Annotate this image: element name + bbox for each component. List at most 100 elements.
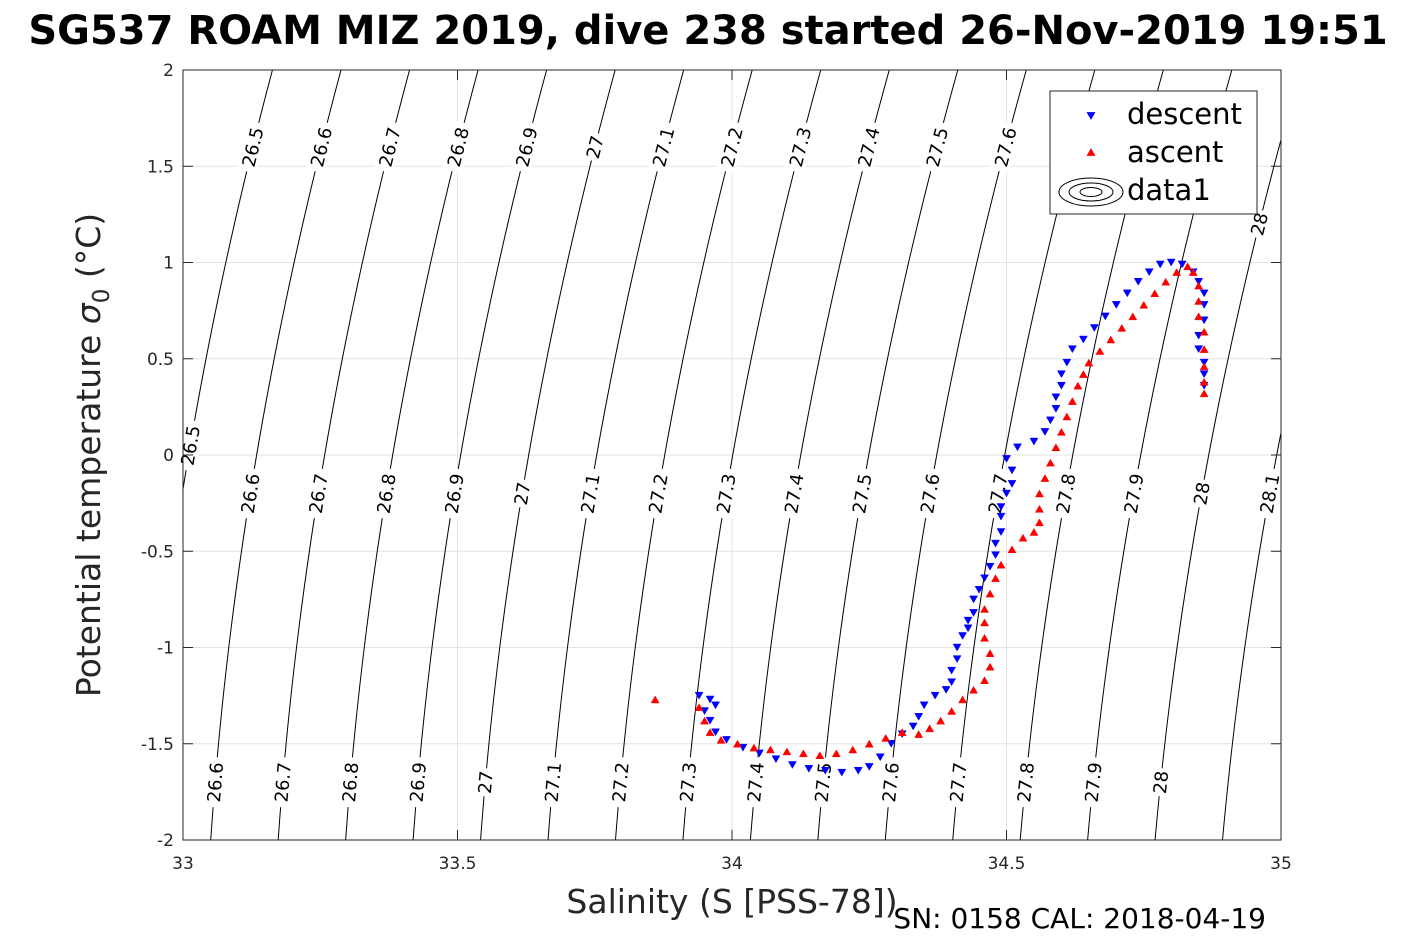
descent-point-51 <box>1056 381 1066 390</box>
isopycnal-4 <box>412 70 548 840</box>
isopycnal-label-group-3-4: 27 <box>509 478 535 509</box>
ascent-point-52 <box>1161 277 1171 286</box>
descent-point-52 <box>1056 370 1066 379</box>
isopycnal-label-group-4-4: 27 <box>474 767 498 798</box>
isopycnal-label-4-8: 27.4 <box>744 761 769 803</box>
x-tick-label-0: 33 <box>172 854 194 874</box>
y-tick-label-4: 0 <box>163 446 174 466</box>
descent-point-40 <box>996 503 1006 511</box>
isopycnal-label-bg-3-12 <box>1051 467 1080 520</box>
isopycnal-label-4-5: 27.1 <box>542 761 567 803</box>
descent-point-49 <box>1051 405 1061 413</box>
descent-point-50 <box>1051 393 1061 402</box>
tick-labels: 33 33.5 34 34.5 35 -2 -1.5 -1 -0.5 0 0.5 1 1.5 2 <box>141 61 1292 874</box>
descent-point-54 <box>1067 345 1077 354</box>
descent-point-48 <box>1045 416 1055 425</box>
isopycnal-label-group-4-9: 27.5 <box>810 756 836 809</box>
ascent-point-45 <box>1084 358 1094 367</box>
isopycnal-label-4-10: 27.6 <box>879 761 904 803</box>
isopycnal-5 <box>480 70 616 840</box>
ascent-point-8 <box>782 747 792 756</box>
isopycnal-label-bg-4-8 <box>743 756 768 809</box>
ascent-point-32 <box>1018 533 1028 542</box>
isopycnal-label-bg-0-8 <box>784 120 817 174</box>
descent-point-63 <box>1166 258 1176 267</box>
legend-descent-triangle <box>1086 112 1096 120</box>
ascent-point-1 <box>694 703 704 711</box>
descent-point-12 <box>820 766 830 775</box>
isopycnal-label-group-3-8: 27.4 <box>779 467 809 520</box>
descent-point-31 <box>969 609 978 617</box>
isopycnal-label-bg-3-13 <box>1119 467 1148 520</box>
descent-point-58 <box>1111 301 1121 309</box>
isopycnal-label-group-0-5: 27 <box>581 130 609 164</box>
ascent-point-18 <box>936 716 946 725</box>
isopycnal-label-bg-4-9 <box>810 756 836 809</box>
isopycnal-label-4-6: 27.2 <box>609 761 634 803</box>
isopycnal-label-bg-4-6 <box>608 756 633 809</box>
ascent-point-63 <box>1199 389 1209 398</box>
ascent-point-11 <box>831 749 841 758</box>
descent-point-16 <box>875 753 885 762</box>
isopycnal-label-group-4-3: 26.9 <box>405 756 431 809</box>
ascent-point-30 <box>996 560 1006 569</box>
ascent-point-54 <box>1183 262 1193 271</box>
isopycnal-label-bg-4-10 <box>878 756 903 809</box>
descent-point-59 <box>1122 289 1132 298</box>
descent-point-30 <box>963 616 973 625</box>
descent-point-37 <box>991 539 1000 548</box>
descent-point-10 <box>787 761 797 769</box>
isopycnal-label-group-3-5: 27.1 <box>576 467 605 520</box>
isopycnal-label-bg-0-10 <box>921 120 953 174</box>
descent-point-57 <box>1100 312 1110 321</box>
descent-point-41 <box>1002 489 1011 498</box>
descent-point-21 <box>919 701 929 710</box>
isopycnal-label-group-3-14: 28 <box>1189 477 1215 510</box>
descent-point-5 <box>711 728 720 737</box>
legend-descent-label: descent <box>1127 97 1242 131</box>
isopycnal-label-bg-4-4 <box>474 767 497 798</box>
isopycnal-label-bg-3-3 <box>440 467 469 520</box>
ascent-point-7 <box>765 745 775 754</box>
descent-point-1 <box>705 695 715 704</box>
descent-point-53 <box>1062 358 1072 367</box>
isopycnal-label-4-1: 26.7 <box>271 761 295 803</box>
isopycnal-label-bg-3-10 <box>915 467 944 520</box>
descent-point-38 <box>996 528 1006 536</box>
isopycnal-label-bg-0-4 <box>510 120 543 174</box>
ascent-point-57 <box>1194 297 1204 305</box>
isopycnal-label-group-4-11: 27.7 <box>945 756 971 809</box>
ascent-point-24 <box>985 649 995 657</box>
descent-point-6 <box>722 736 731 744</box>
ascent-point-41 <box>1062 412 1072 421</box>
isopycnal-label-bg-4-13 <box>1080 756 1106 809</box>
isopycnal-label-group-0-1: 26.6 <box>305 120 337 174</box>
ascent-point-15 <box>897 728 907 736</box>
descent-point-47 <box>1040 428 1050 436</box>
isopycnal-label-4-0: 26.6 <box>204 761 228 803</box>
isopycnal-7 <box>614 70 753 840</box>
isopycnal-label-bg-4-14 <box>1149 767 1173 798</box>
ascent-point-55 <box>1188 268 1198 276</box>
descent-point-45 <box>1013 443 1022 452</box>
isopycnal-label-bg-4-0 <box>203 756 228 808</box>
isopycnal-label-3-14: 28 <box>1190 481 1215 507</box>
descent-point-9 <box>771 755 781 764</box>
descent-point-14 <box>853 766 863 775</box>
isopycnal-label-4-3: 26.9 <box>407 761 431 803</box>
descent-point-20 <box>914 713 924 721</box>
descent-point-35 <box>985 562 995 571</box>
isopycnal-label-group-4-14: 28 <box>1149 767 1173 798</box>
isopycnal-label-bg-4-1 <box>270 756 295 809</box>
legend: descent ascent data1 <box>1049 90 1258 215</box>
descent-point-24 <box>947 678 957 687</box>
isopycnal-label-4-13: 27.9 <box>1082 761 1107 803</box>
ascent-point-14 <box>881 734 891 742</box>
isopycnal-label-4-14: 28 <box>1150 770 1173 795</box>
isopycnal-label-bg-3-0 <box>236 467 265 520</box>
ascent-point-12 <box>848 745 858 754</box>
descent-point-46 <box>1029 437 1039 446</box>
ascent-point-61 <box>1199 362 1209 371</box>
ascent-point-53 <box>1172 268 1182 276</box>
isopycnal-label-group-3-0: 26.6 <box>236 467 265 520</box>
